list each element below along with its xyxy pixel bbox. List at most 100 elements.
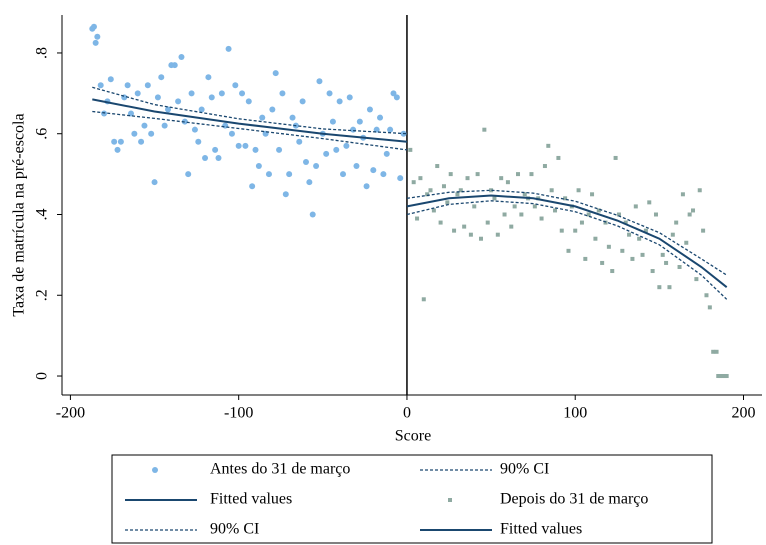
point xyxy=(97,82,104,89)
point xyxy=(158,74,165,81)
point xyxy=(198,106,205,113)
point xyxy=(245,98,252,105)
point xyxy=(346,94,353,101)
point xyxy=(620,248,625,253)
point xyxy=(516,172,521,177)
point xyxy=(181,118,188,125)
x-tick-label: 100 xyxy=(563,405,587,422)
point xyxy=(329,118,336,125)
point xyxy=(306,179,313,186)
point xyxy=(279,90,286,97)
point xyxy=(101,110,108,117)
point xyxy=(485,220,490,225)
point xyxy=(380,171,387,178)
point xyxy=(428,188,433,193)
point xyxy=(509,224,514,229)
legend-label: Depois do 31 de março xyxy=(500,491,648,508)
point xyxy=(191,126,198,133)
point xyxy=(502,212,507,217)
point xyxy=(316,78,323,85)
point xyxy=(141,122,148,129)
point xyxy=(239,90,246,97)
y-tick-label: .4 xyxy=(34,208,51,220)
point xyxy=(512,204,517,209)
x-tick-label: 0 xyxy=(403,405,411,422)
point xyxy=(408,147,413,152)
point xyxy=(616,212,621,217)
point xyxy=(296,138,303,145)
point xyxy=(148,130,155,137)
point xyxy=(633,204,638,209)
y-tick-label: .8 xyxy=(34,47,51,59)
point xyxy=(92,39,99,46)
point xyxy=(421,297,426,302)
point xyxy=(353,163,360,170)
point xyxy=(185,171,192,178)
point xyxy=(606,244,611,249)
point xyxy=(383,150,390,157)
point xyxy=(590,192,595,197)
point xyxy=(576,188,581,193)
point xyxy=(724,374,729,379)
point xyxy=(613,155,618,160)
point xyxy=(573,228,578,233)
point xyxy=(387,126,394,133)
point xyxy=(559,228,564,233)
point xyxy=(242,142,249,149)
point xyxy=(390,90,397,97)
ci-upper xyxy=(92,86,408,135)
point xyxy=(286,171,293,178)
point xyxy=(445,200,450,205)
point xyxy=(448,172,453,177)
fitted-line xyxy=(92,98,408,143)
point xyxy=(435,164,440,169)
point xyxy=(370,167,377,174)
legend-label: 90% CI xyxy=(210,521,259,538)
point xyxy=(677,264,682,269)
legend-label: Antes do 31 de março xyxy=(210,461,350,478)
point xyxy=(124,82,131,89)
point xyxy=(650,269,655,274)
point xyxy=(212,146,219,153)
point xyxy=(323,150,330,157)
point xyxy=(653,212,658,217)
y-tick-label: 0 xyxy=(34,372,51,380)
point xyxy=(579,220,584,225)
y-tick-label: .6 xyxy=(34,128,51,140)
point xyxy=(475,172,480,177)
point xyxy=(276,146,283,153)
point xyxy=(259,114,266,121)
point xyxy=(539,216,544,221)
point xyxy=(468,232,473,237)
point xyxy=(610,269,615,274)
point xyxy=(415,216,420,221)
point xyxy=(643,228,648,233)
point xyxy=(107,76,114,83)
point xyxy=(691,208,696,213)
point xyxy=(711,349,716,354)
point xyxy=(313,163,320,170)
point xyxy=(687,212,692,217)
point xyxy=(178,53,185,60)
point xyxy=(482,127,487,132)
point xyxy=(431,208,436,213)
point xyxy=(309,211,316,218)
point xyxy=(272,70,279,77)
point xyxy=(138,138,145,145)
point xyxy=(600,260,605,265)
point xyxy=(701,228,706,233)
point xyxy=(393,94,400,101)
point xyxy=(366,106,373,113)
point xyxy=(397,175,404,182)
y-tick-label: .2 xyxy=(34,289,51,301)
legend-box xyxy=(111,454,713,544)
point xyxy=(637,236,642,241)
legend-marker xyxy=(448,498,452,502)
point xyxy=(556,155,561,160)
point xyxy=(171,62,178,69)
point xyxy=(249,183,256,190)
x-tick-label: -200 xyxy=(56,405,85,422)
point xyxy=(232,82,239,89)
x-axis-title: Score xyxy=(395,428,431,445)
